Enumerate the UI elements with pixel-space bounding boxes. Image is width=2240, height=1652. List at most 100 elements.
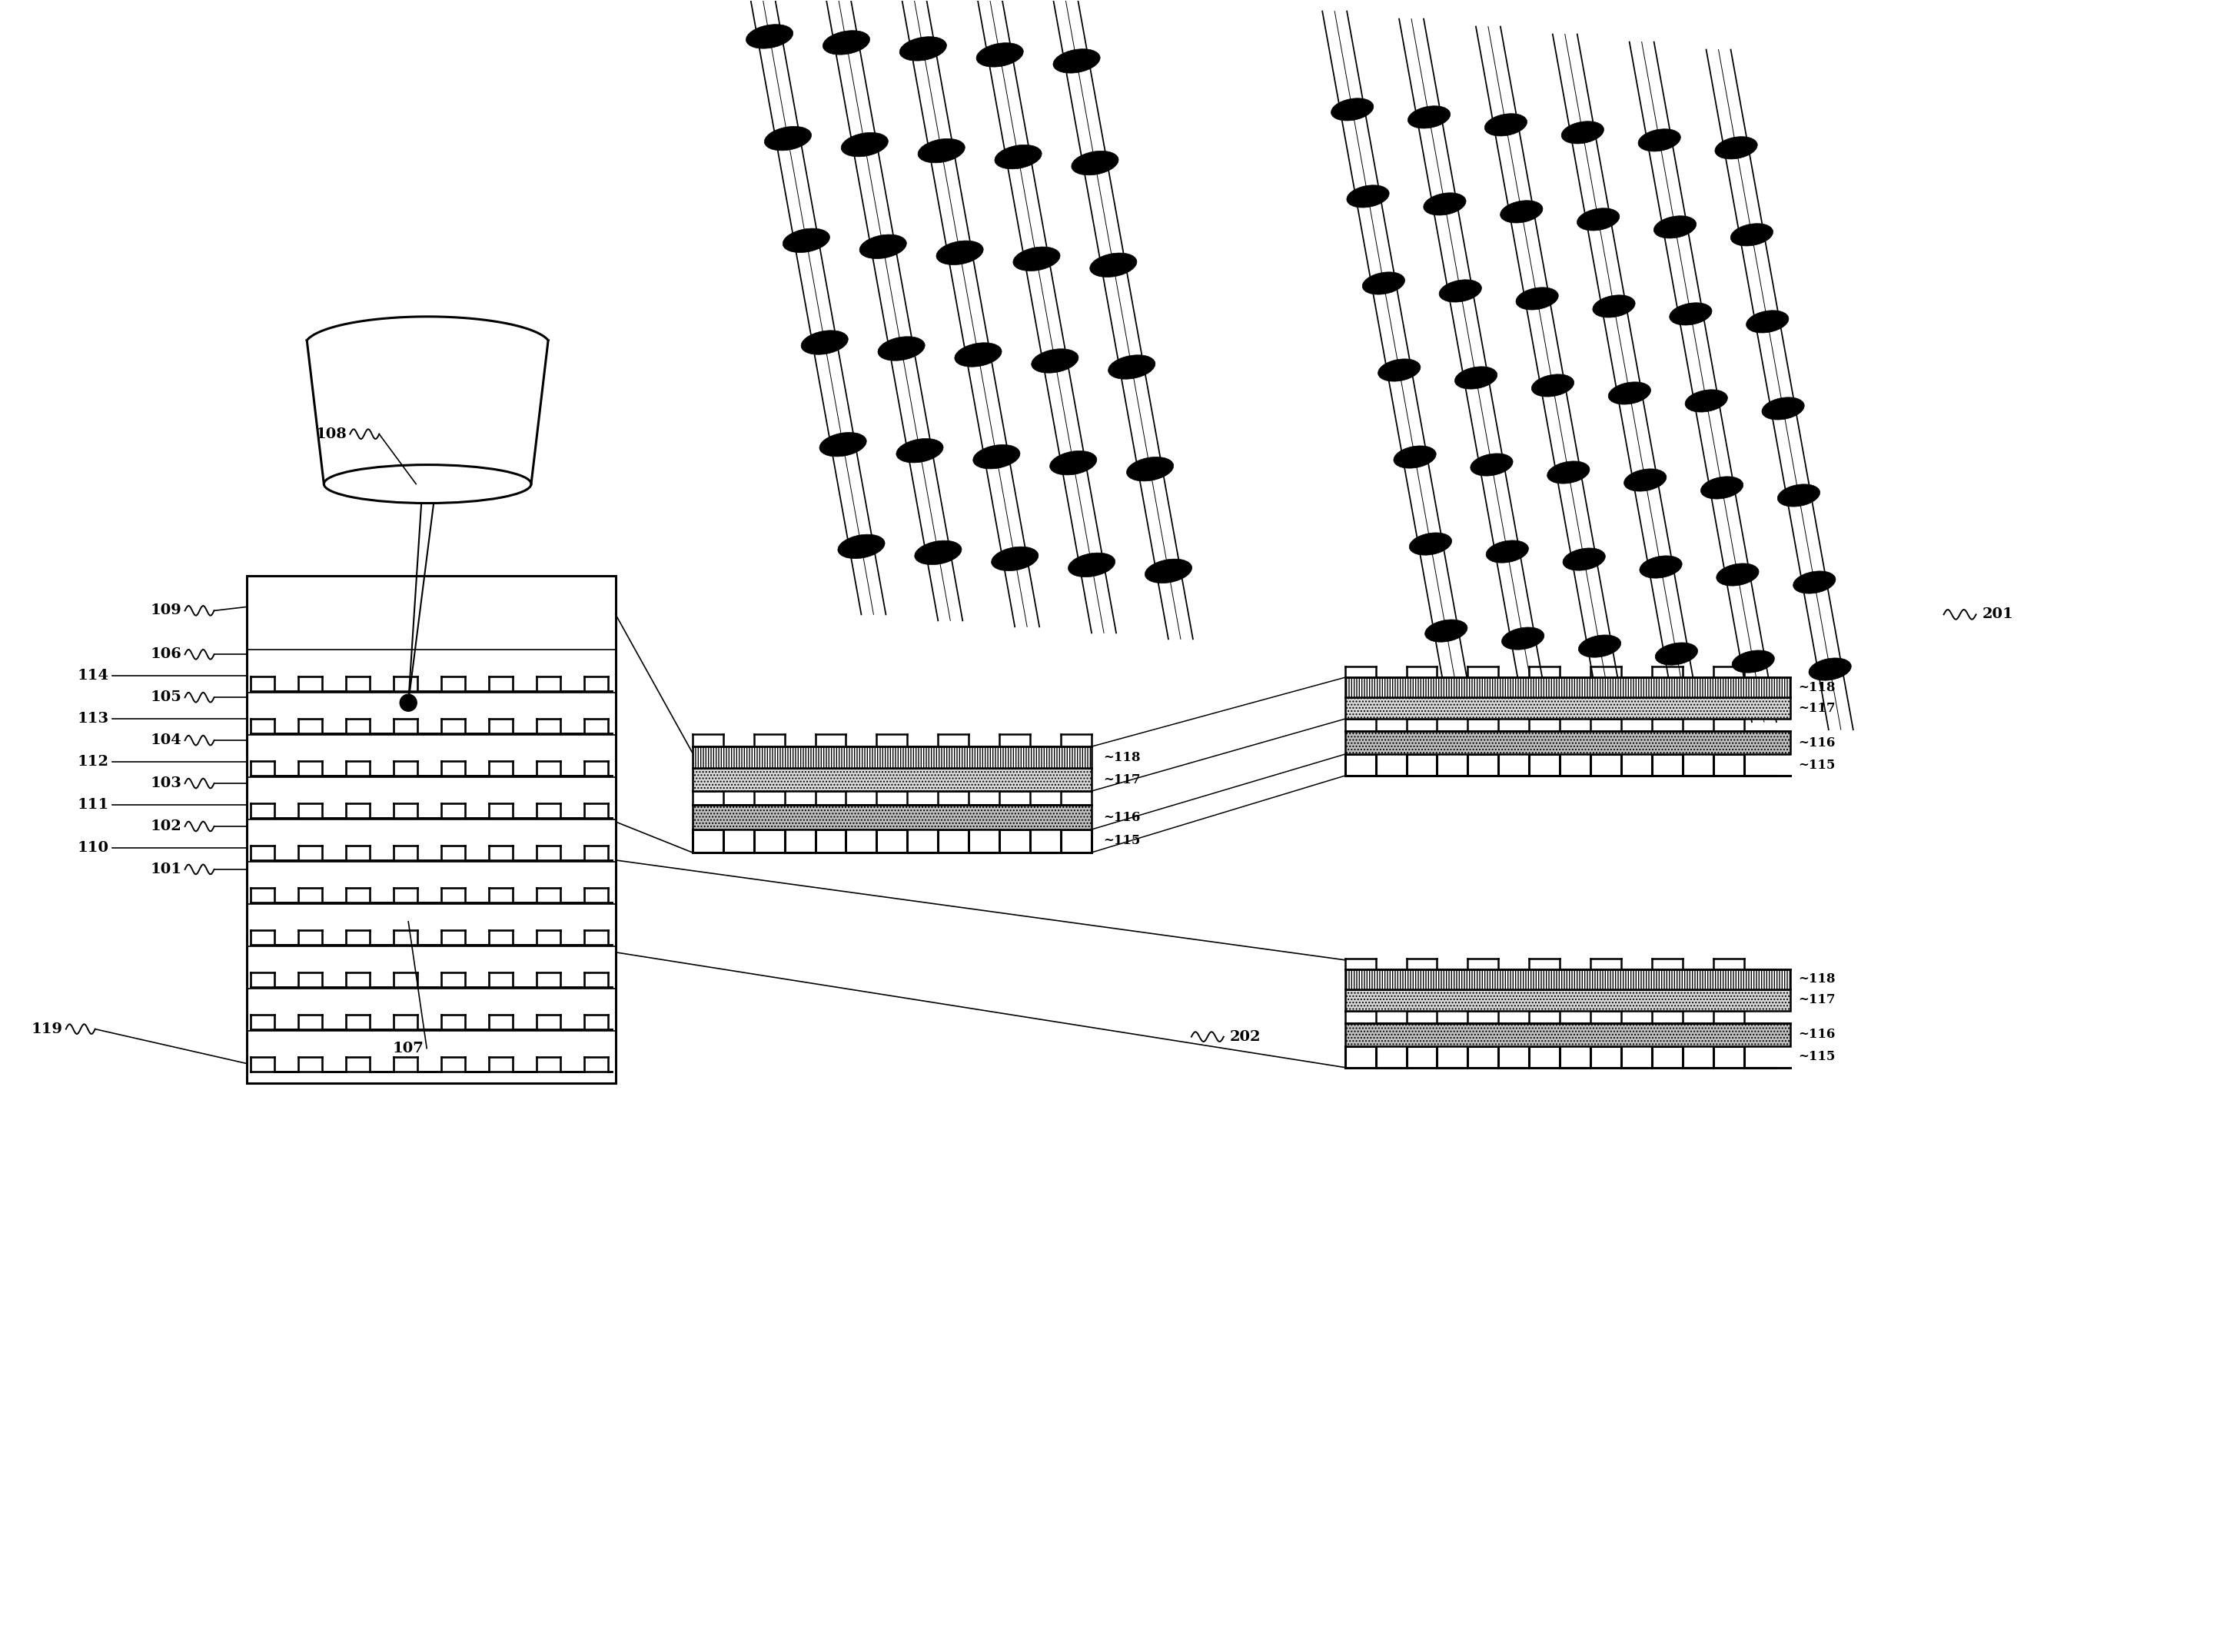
Ellipse shape <box>914 540 961 565</box>
Ellipse shape <box>1485 114 1528 135</box>
Text: 111: 111 <box>76 798 110 811</box>
Ellipse shape <box>1669 302 1711 325</box>
Text: ~118: ~118 <box>1799 973 1835 986</box>
Ellipse shape <box>1516 287 1559 311</box>
Ellipse shape <box>1716 563 1758 586</box>
Ellipse shape <box>900 36 948 61</box>
Ellipse shape <box>992 547 1039 572</box>
Text: ~116: ~116 <box>1799 1028 1835 1041</box>
Ellipse shape <box>1068 553 1116 577</box>
Bar <box>692 805 1091 829</box>
Ellipse shape <box>1127 458 1174 481</box>
Bar <box>246 577 616 1082</box>
Text: ~117: ~117 <box>1799 993 1835 1006</box>
Text: 110: 110 <box>78 841 110 854</box>
Ellipse shape <box>1608 382 1651 405</box>
Ellipse shape <box>1409 532 1452 555</box>
Text: ~116: ~116 <box>1799 737 1835 750</box>
Bar <box>1344 1023 1790 1046</box>
Text: 119: 119 <box>31 1023 63 1036</box>
Ellipse shape <box>822 30 869 55</box>
Ellipse shape <box>1792 572 1835 593</box>
Ellipse shape <box>1501 200 1543 223</box>
Text: ~115: ~115 <box>1799 758 1835 771</box>
Ellipse shape <box>1454 367 1496 390</box>
Ellipse shape <box>838 534 885 558</box>
Ellipse shape <box>1655 643 1698 666</box>
Ellipse shape <box>1548 461 1590 484</box>
Ellipse shape <box>764 126 811 150</box>
Ellipse shape <box>1732 223 1774 246</box>
Ellipse shape <box>972 444 1019 469</box>
Text: 108: 108 <box>316 428 347 441</box>
Ellipse shape <box>1346 185 1389 208</box>
Text: ~118: ~118 <box>1102 750 1140 763</box>
Text: 112: 112 <box>78 755 110 768</box>
Ellipse shape <box>1532 375 1575 396</box>
Text: 101: 101 <box>150 862 181 876</box>
Text: 107: 107 <box>392 1041 423 1056</box>
Ellipse shape <box>995 145 1042 169</box>
Ellipse shape <box>802 330 849 355</box>
Text: 105: 105 <box>150 691 181 704</box>
Bar <box>1344 697 1790 719</box>
Ellipse shape <box>820 433 867 456</box>
Ellipse shape <box>1779 484 1819 507</box>
Ellipse shape <box>1637 129 1680 152</box>
Ellipse shape <box>1030 349 1077 373</box>
Text: ~116: ~116 <box>1102 811 1140 824</box>
Ellipse shape <box>1109 355 1156 380</box>
Ellipse shape <box>1501 628 1543 649</box>
Ellipse shape <box>1362 273 1404 294</box>
Text: 109: 109 <box>150 603 181 618</box>
Ellipse shape <box>1747 311 1790 332</box>
Ellipse shape <box>1422 193 1465 215</box>
Text: 201: 201 <box>1982 608 2014 621</box>
Ellipse shape <box>1564 548 1606 570</box>
Ellipse shape <box>1577 208 1620 231</box>
Ellipse shape <box>325 464 531 504</box>
Ellipse shape <box>1732 651 1774 672</box>
Text: 114: 114 <box>78 669 110 682</box>
Text: 104: 104 <box>150 733 181 747</box>
Text: 103: 103 <box>150 776 181 790</box>
Bar <box>1344 677 1790 697</box>
Ellipse shape <box>1485 540 1528 563</box>
Ellipse shape <box>878 337 925 360</box>
Text: 106: 106 <box>150 648 181 661</box>
Ellipse shape <box>1071 150 1118 175</box>
Ellipse shape <box>1684 390 1727 411</box>
Ellipse shape <box>782 228 829 253</box>
Ellipse shape <box>918 139 965 164</box>
Text: ~117: ~117 <box>1102 773 1140 786</box>
Ellipse shape <box>1561 121 1604 144</box>
Ellipse shape <box>1438 279 1481 302</box>
Text: ~118: ~118 <box>1799 681 1835 694</box>
Bar <box>692 768 1091 791</box>
Ellipse shape <box>977 43 1024 68</box>
Ellipse shape <box>1393 446 1436 468</box>
Text: 113: 113 <box>78 712 110 725</box>
Ellipse shape <box>1808 657 1850 681</box>
Circle shape <box>401 694 417 712</box>
Text: ~115: ~115 <box>1799 1051 1835 1064</box>
Ellipse shape <box>1012 246 1060 271</box>
Ellipse shape <box>954 342 1001 367</box>
Ellipse shape <box>1407 106 1449 129</box>
Ellipse shape <box>1053 50 1100 73</box>
Ellipse shape <box>936 241 983 264</box>
Ellipse shape <box>1700 476 1743 499</box>
Bar <box>1344 990 1790 1011</box>
Ellipse shape <box>1425 620 1467 643</box>
Text: 102: 102 <box>150 819 181 833</box>
Ellipse shape <box>1640 555 1682 578</box>
Bar <box>1344 732 1790 755</box>
Bar <box>1344 970 1790 990</box>
Ellipse shape <box>1579 634 1622 657</box>
Ellipse shape <box>1593 296 1635 317</box>
Ellipse shape <box>1763 396 1803 420</box>
Ellipse shape <box>1653 216 1696 238</box>
Text: 202: 202 <box>1230 1029 1261 1044</box>
Text: ~115: ~115 <box>1102 834 1140 847</box>
Ellipse shape <box>1716 137 1758 159</box>
